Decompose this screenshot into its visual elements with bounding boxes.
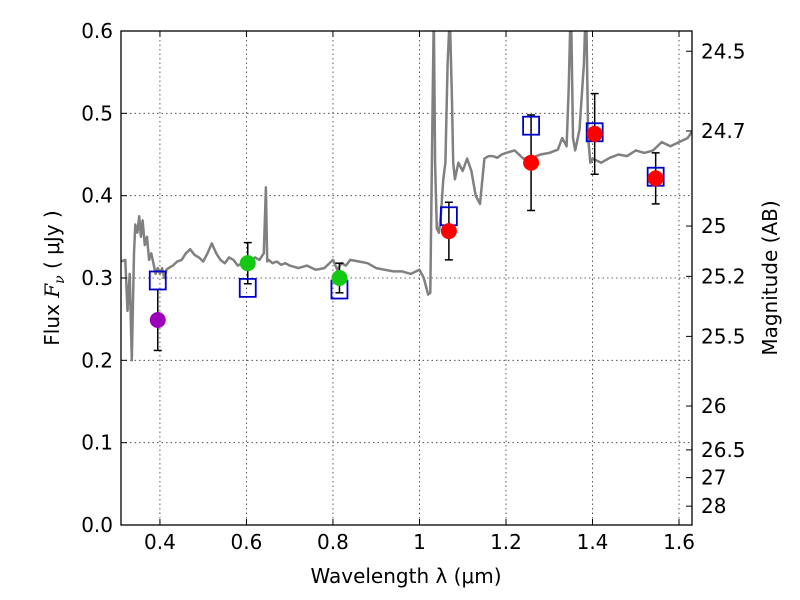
x-tick-label: 1.4 bbox=[577, 530, 609, 554]
model-photometry-box bbox=[522, 115, 540, 136]
y-tick-label: 0.0 bbox=[81, 513, 113, 537]
observed-point bbox=[239, 255, 256, 272]
observed-point bbox=[647, 170, 664, 187]
y-axis-title-prefix: Flux bbox=[40, 298, 64, 346]
y-axis-title-suffix: ( μJy ) bbox=[40, 210, 64, 275]
y-axis-title-subscript: ν bbox=[52, 275, 68, 284]
observed-point bbox=[331, 270, 348, 286]
y-tick-label: 0.4 bbox=[81, 184, 113, 208]
x-tick-label: 0.4 bbox=[144, 530, 176, 554]
y2-axis-title: Magnitude (AB) bbox=[758, 200, 782, 355]
y-tick-label: 0.3 bbox=[81, 266, 113, 290]
observed-point bbox=[523, 154, 540, 171]
model-photometry-box bbox=[238, 277, 257, 298]
model-photometry-box bbox=[148, 270, 167, 291]
observed-point bbox=[586, 125, 603, 142]
y-tick-label: 0.5 bbox=[81, 101, 113, 125]
y2-tick-label: 26.5 bbox=[701, 438, 746, 462]
y2-tick-label: 27 bbox=[701, 466, 726, 490]
y2-tick-label: 24.7 bbox=[701, 119, 746, 143]
y-tick-label: 0.1 bbox=[81, 431, 113, 455]
y2-tick-label: 25.2 bbox=[701, 264, 746, 288]
plot-area bbox=[121, 31, 692, 362]
observed-point bbox=[149, 311, 166, 328]
axis-ticks: 0.4 0.6 0.8 1 1.2 1.4 1.6 0.0 0.1 0.2 0.3 0.4 0.5 0.6… bbox=[81, 19, 745, 554]
y-axis-title: Flux Fν ( μJy ) bbox=[40, 210, 68, 345]
grid bbox=[121, 31, 692, 525]
y2-tick-label: 25.5 bbox=[701, 324, 746, 348]
x-tick-label: 1.6 bbox=[663, 530, 695, 554]
y2-tick-label: 28 bbox=[701, 494, 726, 518]
y2-tick-label: 26 bbox=[701, 394, 726, 418]
observed-point bbox=[440, 223, 457, 240]
x-axis-title: Wavelength λ (μm) bbox=[310, 564, 501, 588]
y2-tick-label: 25 bbox=[701, 214, 726, 238]
model-spectrum-line bbox=[121, 31, 692, 362]
x-tick-label: 0.8 bbox=[317, 530, 349, 554]
y-tick-label: 0.6 bbox=[81, 19, 113, 43]
x-tick-label: 1 bbox=[413, 530, 426, 554]
y-axis-title-symbol: F bbox=[40, 283, 64, 299]
x-tick-label: 1.2 bbox=[490, 530, 522, 554]
x-tick-label: 0.6 bbox=[231, 530, 263, 554]
y2-tick-label: 24.5 bbox=[701, 39, 746, 63]
y-tick-label: 0.2 bbox=[81, 348, 113, 372]
